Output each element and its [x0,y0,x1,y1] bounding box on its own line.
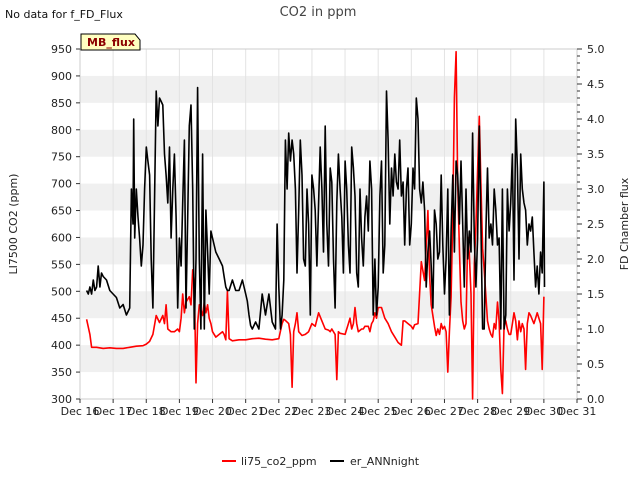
y-left-tick-label: 300 [51,393,72,406]
y-right-tick-label: 1.5 [587,288,605,301]
y-left-tick-label: 600 [51,231,72,244]
y-axis-left-title: LI7500 CO2 (ppm) [7,174,20,275]
y-left-tick-label: 800 [51,124,72,137]
x-tick-label: Dec 20 [193,405,232,418]
y-right-tick-label: 4.0 [587,113,605,126]
x-tick-label: Dec 28 [458,405,497,418]
y-left-tick-label: 450 [51,312,72,325]
y-right-tick-label: 3.0 [587,183,605,196]
badge-shape [80,33,141,51]
series-layer [85,50,546,400]
y-axis-right-title: FD Chamber flux [618,177,631,270]
x-tick-label: Dec 23 [293,405,332,418]
y-right-tick-label: 0.0 [587,393,605,406]
y-left-tick-label: 400 [51,339,72,352]
y-right-tick-label: 1.0 [587,323,605,336]
band [80,345,577,373]
x-tick-label: Dec 26 [392,405,431,418]
legend-label-li75: li75_co2_ppm [241,455,317,468]
x-tick-label: Dec 21 [226,405,265,418]
x-tick-label: Dec 22 [259,405,298,418]
y-right-tick-label: 2.5 [587,218,605,231]
y-left-tick-label: 900 [51,70,72,83]
band [80,129,577,157]
no-data-note: No data for f_FD_Flux [5,8,123,21]
legend-label-er-annnight: er_ANNnight [350,455,420,468]
x-tick-label: Dec 19 [160,405,199,418]
chart-title: CO2 in ppm [280,5,357,20]
y-left-tick-label: 550 [51,258,72,271]
series-line-er-annnight [85,86,546,330]
y-axis-left: 300 350 400 450 500 550 600 650 700 750 800 850 900 9… [51,43,80,406]
y-left-tick-label: 850 [51,97,72,110]
y-right-tick-label: 2.0 [587,253,605,266]
mb-flux-badge: MB_flux [80,33,141,51]
band [80,75,577,103]
x-tick-label: Dec 16 [61,405,100,418]
y-left-tick-label: 700 [51,178,72,191]
y-left-tick-label: 350 [51,366,72,379]
x-tick-label: Dec 27 [425,405,464,418]
y-right-tick-label: 0.5 [587,358,605,371]
x-tick-label: Dec 30 [524,405,563,418]
y-left-tick-label: 750 [51,151,72,164]
x-tick-label: Dec 31 [558,405,597,418]
y-right-tick-label: 4.5 [587,78,605,91]
background-bands [80,75,577,373]
band [80,291,577,319]
y-right-tick-label: 3.5 [587,148,605,161]
x-tick-label: Dec 24 [326,405,365,418]
x-tick-label: Dec 25 [359,405,398,418]
y-left-tick-label: 500 [51,285,72,298]
legend: li75_co2_ppm er_ANNnight [222,455,420,468]
x-tick-label: Dec 17 [94,405,133,418]
badge-label: MB_flux [87,36,135,49]
y-left-tick-label: 650 [51,205,72,218]
y-left-tick-label: 950 [51,43,72,56]
x-tick-label: Dec 29 [491,405,530,418]
y-axis-right: 0.0 0.5 1.0 1.5 2.0 2.5 3.0 3.5 4.0 4.5 5.0 [577,43,605,406]
y-right-tick-label: 5.0 [587,43,605,56]
x-tick-label: Dec 18 [127,405,166,418]
